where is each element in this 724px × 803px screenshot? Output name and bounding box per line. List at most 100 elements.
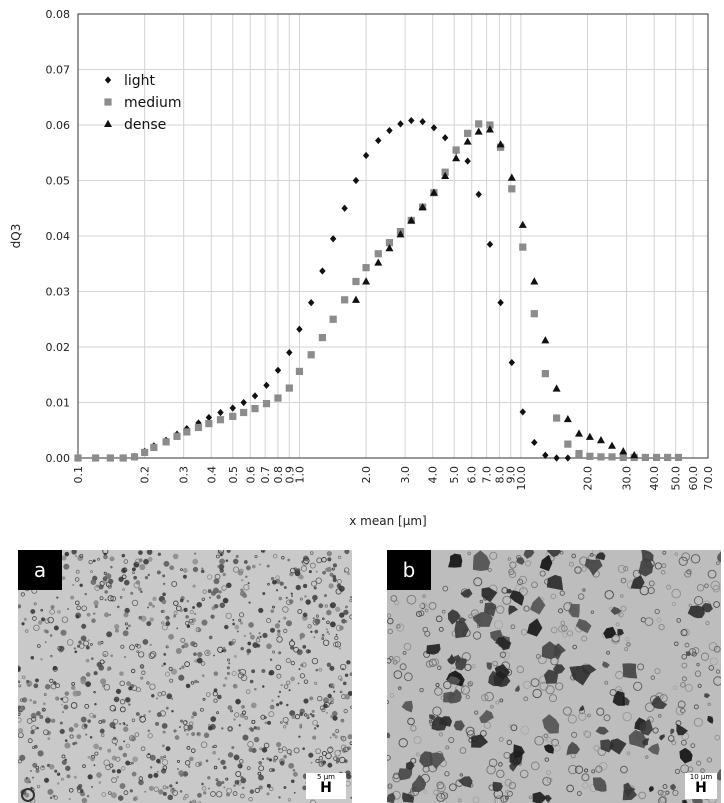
particle (713, 645, 721, 653)
particle (95, 584, 100, 588)
particle (584, 768, 589, 773)
particle (68, 787, 74, 793)
particle (246, 648, 252, 654)
particle (290, 660, 296, 666)
particle (216, 711, 219, 715)
particle (119, 706, 126, 713)
particle (307, 649, 311, 653)
particle (322, 570, 326, 575)
particle (650, 675, 656, 680)
particle (495, 605, 505, 614)
particle (282, 606, 289, 613)
particle (262, 632, 268, 639)
particle (120, 644, 125, 649)
particle (415, 752, 420, 757)
particle (31, 725, 37, 731)
data-point-dense (429, 188, 438, 196)
particle (713, 676, 721, 686)
data-point-light (229, 404, 236, 412)
particle (110, 566, 113, 569)
particle (80, 789, 84, 793)
particle (62, 696, 69, 703)
particle (103, 571, 107, 575)
particle (308, 570, 312, 574)
particle (189, 756, 194, 762)
particle (622, 711, 632, 722)
particle (227, 752, 234, 758)
particle (269, 704, 275, 710)
agglomerate (685, 651, 691, 656)
particle (230, 709, 233, 713)
particle (387, 613, 392, 618)
particle (660, 790, 667, 797)
particle (336, 760, 339, 764)
particle (131, 718, 136, 722)
particle (480, 730, 487, 737)
particle (242, 734, 249, 741)
particle (168, 666, 173, 671)
particle (100, 733, 105, 738)
particle (66, 639, 74, 646)
particle (674, 768, 681, 775)
particle (59, 721, 63, 725)
particle (62, 711, 64, 713)
agglomerate (527, 618, 543, 637)
data-point-medium (274, 394, 282, 402)
data-point-light (329, 235, 337, 243)
series-medium (74, 120, 683, 462)
particle (293, 646, 299, 653)
particle (158, 789, 164, 795)
particle (684, 570, 692, 578)
particle (435, 682, 440, 688)
agglomerate (617, 628, 624, 636)
particle (90, 570, 93, 574)
particle (261, 669, 266, 673)
particle (171, 710, 174, 713)
particle (520, 628, 528, 636)
particle (81, 623, 87, 629)
particle (306, 716, 310, 720)
particle (231, 638, 236, 643)
particle (520, 725, 530, 735)
particle (645, 702, 655, 713)
particle (60, 629, 67, 636)
x-tick-label: 7.0 (481, 466, 494, 484)
particle (111, 777, 117, 784)
particle (530, 761, 540, 771)
data-point-medium (130, 453, 139, 461)
particle (93, 671, 98, 676)
particle (611, 635, 621, 645)
agglomerate (405, 761, 415, 770)
particle (571, 731, 578, 738)
particle (217, 646, 224, 653)
data-point-medium (307, 351, 315, 359)
particle (139, 715, 146, 723)
particle (156, 770, 159, 773)
particle (675, 706, 685, 716)
particle (419, 687, 424, 693)
particle (104, 590, 108, 594)
particle (121, 574, 127, 580)
particle (245, 575, 248, 578)
particle (119, 722, 122, 725)
particle (161, 691, 166, 696)
particle (448, 737, 455, 744)
data-point-medium (251, 405, 259, 413)
particle (286, 680, 291, 685)
x-tick-labels: 0.1 0.2 0.3 0.4 0.5 0.6 0.7 0.80.91.0 2.0 3.0 4.0 5… (72, 466, 715, 491)
particle (21, 788, 35, 802)
particle (315, 614, 319, 618)
x-tick-label: 10.0 (515, 466, 528, 491)
particle (269, 786, 274, 792)
particle (298, 735, 301, 738)
agglomerate (545, 794, 552, 803)
particle (326, 551, 332, 557)
particle (325, 628, 328, 631)
particle (247, 641, 252, 646)
particle (213, 688, 218, 693)
particle (61, 555, 67, 561)
particle (178, 770, 185, 776)
particle (318, 756, 324, 761)
particle (250, 634, 255, 640)
particle (156, 570, 161, 575)
